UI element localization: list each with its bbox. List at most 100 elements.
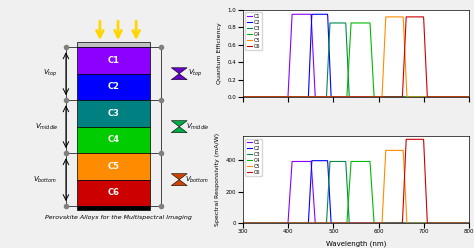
- FancyBboxPatch shape: [77, 47, 150, 74]
- Text: $V_{middle}$: $V_{middle}$: [35, 122, 58, 132]
- Y-axis label: Quantum Efficiency: Quantum Efficiency: [217, 23, 222, 84]
- Legend: C1, C2, C3, C4, C5, C6: C1, C2, C3, C4, C5, C6: [245, 12, 262, 50]
- C4: [466, 222, 472, 225]
- C2: [309, 13, 315, 16]
- C4: [396, 222, 401, 225]
- C2: [417, 222, 422, 225]
- C4: [421, 222, 427, 225]
- Line: C5: C5: [243, 17, 469, 97]
- C3: [466, 95, 472, 98]
- Polygon shape: [171, 174, 187, 180]
- FancyBboxPatch shape: [77, 180, 150, 206]
- C3: [466, 222, 472, 225]
- C4: [348, 22, 354, 25]
- X-axis label: Wavelength (nm): Wavelength (nm): [326, 240, 386, 247]
- C6: [395, 95, 401, 98]
- C4: [331, 95, 337, 98]
- FancyBboxPatch shape: [77, 127, 150, 153]
- Text: C3: C3: [108, 109, 119, 118]
- C2: [332, 222, 337, 225]
- C6: [263, 222, 269, 225]
- C6: [395, 222, 401, 225]
- C5: [466, 95, 472, 98]
- FancyBboxPatch shape: [77, 74, 150, 100]
- FancyBboxPatch shape: [77, 153, 150, 180]
- C2: [421, 95, 427, 98]
- Text: $V_{bottom}$: $V_{bottom}$: [185, 175, 210, 185]
- C6: [340, 95, 346, 98]
- Text: $V_{top}$: $V_{top}$: [43, 68, 57, 79]
- Legend: C1, C2, C3, C4, C5, C6: C1, C2, C3, C4, C5, C6: [245, 139, 262, 176]
- C5: [396, 15, 401, 18]
- C1: [417, 222, 422, 225]
- C4: [421, 95, 427, 98]
- C5: [421, 222, 427, 225]
- Polygon shape: [171, 127, 187, 133]
- C6: [240, 95, 246, 98]
- C3: [263, 222, 269, 225]
- C1: [263, 222, 269, 225]
- C6: [421, 139, 427, 142]
- C1: [466, 222, 472, 225]
- C2: [332, 95, 337, 98]
- C5: [263, 95, 269, 98]
- Line: C4: C4: [243, 161, 469, 223]
- C3: [332, 160, 337, 163]
- Line: C5: C5: [243, 150, 469, 223]
- C4: [340, 95, 346, 98]
- C1: [417, 95, 422, 98]
- FancyBboxPatch shape: [77, 42, 150, 47]
- Text: C2: C2: [108, 83, 119, 92]
- C3: [421, 95, 427, 98]
- C4: [331, 222, 337, 225]
- Polygon shape: [171, 68, 187, 74]
- C1: [396, 95, 401, 98]
- C2: [466, 95, 472, 98]
- Text: C4: C4: [108, 135, 119, 144]
- C5: [383, 149, 389, 152]
- Text: C5: C5: [108, 162, 119, 171]
- C2: [240, 95, 246, 98]
- C5: [421, 95, 427, 98]
- C1: [421, 222, 427, 225]
- C4: [396, 95, 401, 98]
- C6: [466, 95, 472, 98]
- Line: C4: C4: [243, 23, 469, 97]
- Polygon shape: [171, 121, 187, 127]
- C4: [240, 222, 246, 225]
- C3: [327, 160, 333, 163]
- Text: C6: C6: [108, 188, 119, 197]
- Line: C6: C6: [243, 17, 469, 97]
- C4: [263, 95, 269, 98]
- C3: [340, 160, 346, 163]
- C2: [263, 95, 269, 98]
- C5: [331, 95, 337, 98]
- C4: [263, 222, 269, 225]
- Line: C6: C6: [243, 139, 469, 223]
- C4: [417, 95, 422, 98]
- C5: [240, 95, 246, 98]
- C6: [417, 15, 422, 18]
- C3: [417, 95, 422, 98]
- FancyBboxPatch shape: [77, 100, 150, 127]
- C4: [417, 222, 422, 225]
- Text: C1: C1: [108, 56, 119, 65]
- C1: [263, 95, 269, 98]
- C6: [331, 95, 337, 98]
- C1: [466, 95, 472, 98]
- C4: [240, 95, 246, 98]
- C1: [240, 95, 246, 98]
- C5: [417, 95, 422, 98]
- C6: [240, 222, 246, 225]
- C5: [240, 222, 246, 225]
- C6: [263, 95, 269, 98]
- C1: [289, 13, 295, 16]
- Line: C3: C3: [243, 23, 469, 97]
- Polygon shape: [171, 74, 187, 80]
- Text: $V_{top}$: $V_{top}$: [188, 68, 202, 79]
- C2: [396, 95, 401, 98]
- C2: [340, 95, 346, 98]
- C1: [289, 160, 295, 163]
- Polygon shape: [171, 180, 187, 186]
- C6: [331, 222, 337, 225]
